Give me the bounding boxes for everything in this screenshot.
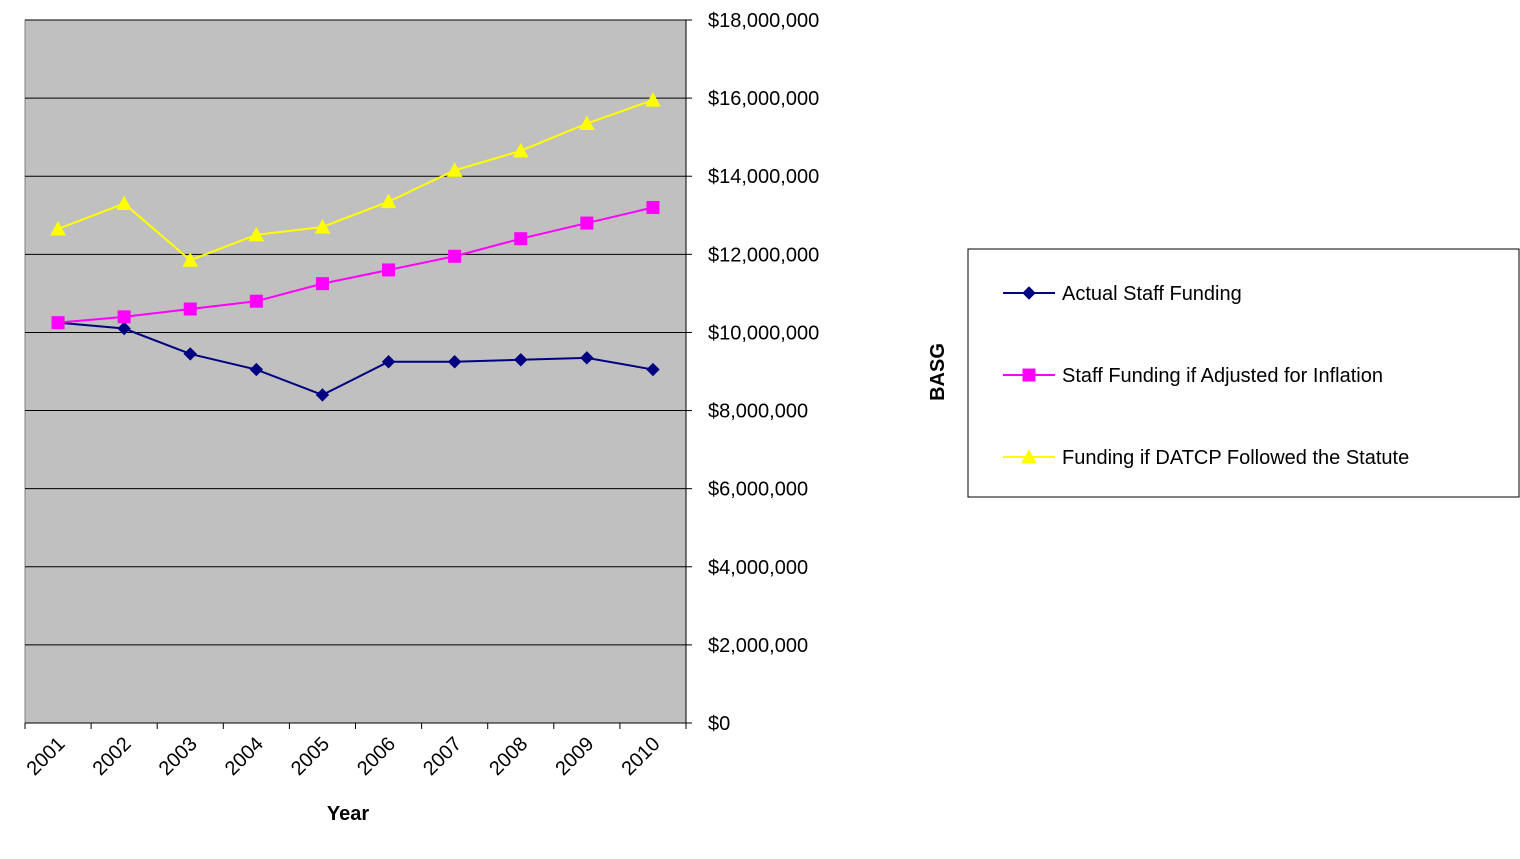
- y-tick-label: $0: [708, 713, 730, 735]
- data-point: [183, 302, 197, 316]
- series-line: [57, 321, 654, 397]
- data-point: [382, 263, 396, 277]
- y-axis-label: BASG: [927, 343, 949, 401]
- data-point: [580, 216, 594, 230]
- data-point: [380, 193, 397, 209]
- y-tick-label: $18,000,000: [708, 10, 819, 32]
- x-tick-label: 2002: [89, 733, 136, 780]
- x-tick-label: 2004: [221, 733, 268, 780]
- legend-marker: [1022, 368, 1036, 382]
- data-point: [50, 220, 66, 236]
- x-tick-label: 2005: [287, 733, 334, 780]
- y-tick-label: $16,000,000: [708, 88, 819, 110]
- data-point: [315, 277, 329, 291]
- x-tick-label: 2007: [419, 733, 466, 780]
- data-point: [645, 92, 661, 107]
- data-point: [514, 232, 528, 246]
- data-point: [117, 310, 131, 324]
- data-point: [447, 355, 462, 369]
- data-point: [579, 115, 595, 130]
- data-point: [514, 353, 528, 367]
- x-axis-label: Year: [327, 803, 369, 825]
- y-tick-label: $2,000,000: [708, 635, 808, 657]
- legend-marker: [1022, 286, 1036, 300]
- legend-label: Actual Staff Funding: [1062, 283, 1242, 305]
- x-tick-label: 2001: [23, 733, 70, 780]
- y-tick-label: $4,000,000: [708, 557, 808, 579]
- data-point: [448, 249, 462, 263]
- data-point: [182, 252, 199, 267]
- series-line: [57, 206, 654, 324]
- data-point: [314, 218, 331, 234]
- data-point: [646, 200, 660, 214]
- data-point: [116, 195, 132, 211]
- data-point: [446, 162, 463, 177]
- data-point: [117, 321, 131, 336]
- data-point: [249, 362, 264, 377]
- data-point: [183, 347, 197, 361]
- y-tick-label: $8,000,000: [708, 401, 808, 423]
- data-point: [646, 362, 660, 377]
- legend-marker: [1021, 448, 1037, 464]
- data-point: [249, 294, 263, 308]
- legend-box: [967, 248, 1520, 498]
- data-point: [381, 355, 396, 369]
- plot-area: [24, 19, 687, 724]
- data-point: [580, 351, 594, 365]
- legend-label: Funding if DATCP Followed the Statute: [1062, 447, 1409, 469]
- x-tick-label: 2003: [155, 733, 202, 780]
- y-tick-label: $10,000,000: [708, 322, 819, 344]
- y-tick-label: $12,000,000: [708, 244, 819, 266]
- data-point: [512, 142, 529, 158]
- data-point: [248, 226, 265, 242]
- series-line: [57, 99, 654, 262]
- data-point: [315, 388, 330, 402]
- y-tick-label: $6,000,000: [708, 479, 808, 501]
- x-tick-label: 2008: [485, 733, 532, 780]
- x-tick-label: 2009: [551, 733, 598, 780]
- legend-label: Staff Funding if Adjusted for Inflation: [1062, 365, 1383, 387]
- x-tick-label: 2006: [353, 733, 400, 780]
- y-tick-label: $14,000,000: [708, 166, 819, 188]
- data-point: [51, 316, 65, 330]
- x-tick-label: 2010: [617, 733, 664, 780]
